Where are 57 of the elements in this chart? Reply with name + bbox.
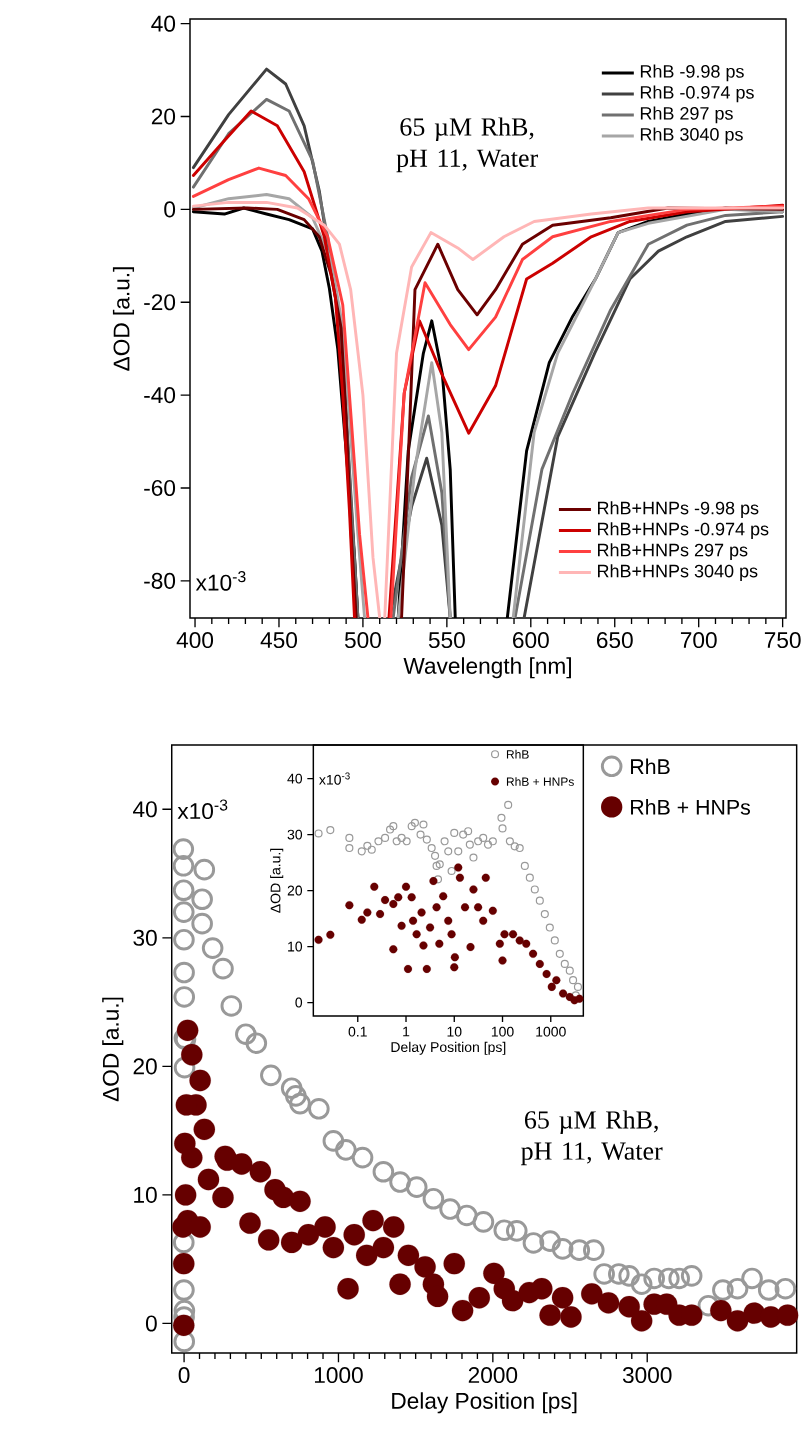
y-tick-label: 30 <box>133 929 157 946</box>
x-axis-title: Delay Position [ps] <box>392 1392 577 1414</box>
legend-label: RhB 297 ps <box>640 106 733 124</box>
x-axis-title: Delay Position [ps] <box>391 1041 506 1055</box>
x-tick-label: 2000 <box>468 1367 518 1384</box>
x-tick-label: 650 <box>596 632 633 649</box>
y-tick-label: 20 <box>151 108 176 125</box>
annotation: 65 µM RhB, pH 11, Water <box>521 1110 663 1166</box>
x-tick-label: 1000 <box>314 1367 363 1384</box>
legend-label: RhB+HNPs 3040 ps <box>598 564 758 581</box>
x-tick-label: 700 <box>680 632 717 649</box>
y-tick-label: 10 <box>288 941 303 952</box>
y-tick-label: -80 <box>144 572 176 589</box>
x-tick-label: 1000 <box>536 1026 566 1037</box>
y-tick-label: 20 <box>287 885 303 896</box>
x-tick-label: 500 <box>344 632 381 649</box>
y-tick-label: 40 <box>287 773 303 784</box>
y-tick-label: 20 <box>133 1058 157 1075</box>
legend-label: RhB <box>631 758 670 774</box>
legend-label: RhB 3040 ps <box>640 127 743 145</box>
y-tick-label: 30 <box>287 829 303 840</box>
legend-label: RhB+HNPs 297 ps <box>598 543 748 560</box>
y-tick-label: 40 <box>151 15 176 32</box>
legend-label: RhB <box>506 749 529 759</box>
legend-label: RhB -0.974 ps <box>640 85 754 103</box>
legend-label: RhB+HNPs -9.98 ps <box>598 501 759 518</box>
y-tick-label: 0 <box>164 201 176 218</box>
annotation: x10$^{-3}$ <box>319 772 350 785</box>
annotation: x10$^{-3}$ <box>177 799 228 820</box>
x-tick-label: 450 <box>260 632 298 649</box>
legend-label: RhB+HNPs -0.974 ps <box>598 522 769 539</box>
y-axis-title: ΔOD [a.u.] <box>112 267 135 371</box>
x-tick-label: 3000 <box>622 1367 672 1384</box>
y-tick-label: -40 <box>144 387 176 404</box>
y-tick-label: 40 <box>133 801 157 818</box>
legend-label: RhB + HNPs <box>506 777 574 786</box>
y-tick-label: -20 <box>144 294 176 311</box>
annotation: 65 µM RhB, pH 11, Water <box>396 117 538 173</box>
y-tick-label: 0 <box>145 1315 157 1332</box>
y-axis-title: ΔOD [a.u.] <box>102 997 124 1102</box>
x-tick-label: 600 <box>513 632 549 649</box>
y-axis-title: ΔOD [a.u.] <box>270 848 284 913</box>
x-tick-label: 750 <box>764 632 801 649</box>
y-tick-label: 0 <box>295 997 303 1008</box>
x-tick-label: 1 <box>403 1026 410 1037</box>
legend-label: RhB -9.98 ps <box>640 64 744 82</box>
x-tick-label: 100 <box>491 1026 514 1037</box>
x-axis-title: Wavelength [nm] <box>403 657 571 679</box>
x-tick-label: 0 <box>178 1367 190 1384</box>
y-tick-label: -60 <box>144 479 176 497</box>
x-tick-label: 10 <box>447 1026 462 1037</box>
annotation: x10$^{-3}$ <box>195 571 246 591</box>
y-tick-label: 10 <box>134 1186 157 1203</box>
x-tick-label: 400 <box>176 632 214 649</box>
x-tick-label: 550 <box>428 632 465 649</box>
x-tick-label: 0.1 <box>348 1026 367 1037</box>
legend-label: RhB + HNPs <box>631 799 750 815</box>
